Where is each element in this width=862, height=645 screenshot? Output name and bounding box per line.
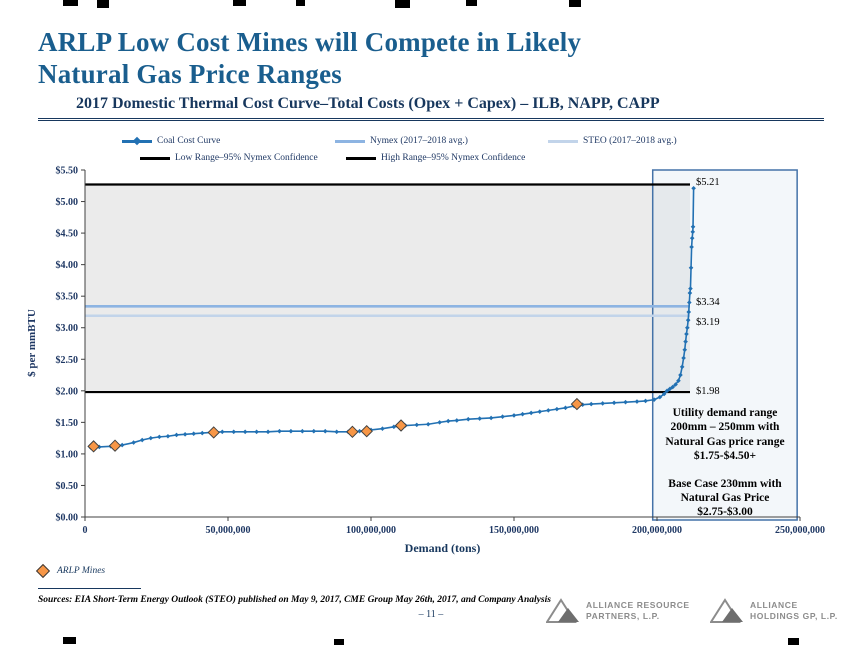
callout-peak-price: $5.21	[696, 177, 720, 188]
nymex-line-sample	[335, 137, 365, 146]
y-tick-label: $0.00	[56, 513, 79, 524]
low-range-line-sample	[140, 154, 170, 163]
y-axis-title: $ per mmBTU	[26, 309, 38, 377]
high-range-line-sample	[346, 154, 376, 163]
utility-demand-note: Utility demand range 200mm – 250mm with …	[654, 406, 796, 520]
arlp-mine-marker	[87, 440, 100, 453]
screen-artifact	[63, 637, 76, 644]
y-tick-label: $0.50	[56, 481, 79, 492]
chart-subtitle: 2017 Domestic Thermal Cost Curve–Total C…	[76, 95, 660, 112]
legend-item-steo: STEO (2017–2018 avg.)	[548, 136, 677, 146]
screen-artifact	[395, 0, 410, 8]
y-tick-label: $4.50	[56, 229, 79, 240]
x-tick-label: 150,000,000	[489, 525, 539, 536]
coal-cost-curve-line	[90, 188, 695, 449]
x-tick-label: 100,000,000	[346, 525, 396, 536]
slide-title-line1: ARLP Low Cost Mines will Compete in Like…	[38, 27, 582, 57]
arlp-mines-label: ARLP Mines	[57, 566, 106, 576]
footnote-divider	[38, 588, 141, 589]
arlp-mine-marker	[346, 425, 359, 439]
legend-item-low-range: Low Range–95% Nymex Confidence	[140, 153, 318, 163]
y-tick-label: $4.00	[56, 260, 79, 271]
utility-demand-range-text: Utility demand range 200mm – 250mm with …	[665, 407, 785, 463]
y-tick-label: $3.50	[56, 292, 79, 303]
x-tick-label: 250,000,000	[775, 525, 825, 536]
screen-artifact	[334, 639, 344, 645]
callout-steo-price: $3.19	[696, 317, 720, 328]
legend-item-nymex: Nymex (2017–2018 avg.)	[335, 136, 468, 146]
y-tick-label: $2.50	[56, 355, 79, 366]
logo-text: Alliance Holdings GP, L.P.	[750, 600, 838, 623]
page-number: – 11 –	[418, 609, 444, 620]
arlp-mines-legend: ARLP Mines	[35, 563, 106, 579]
legend-label: High Range–95% Nymex Confidence	[381, 153, 526, 163]
screen-artifact	[97, 0, 109, 8]
screen-artifact	[296, 0, 305, 6]
coal-cost-curve-markers	[88, 185, 696, 450]
logo-line2: Holdings GP, L.P.	[750, 611, 838, 621]
y-tick-label: $5.00	[56, 197, 79, 208]
nymex-confidence-band	[85, 184, 690, 393]
arlp-mine-marker	[207, 426, 220, 439]
y-tick-label: $1.50	[56, 418, 79, 429]
legend-item-high-range: High Range–95% Nymex Confidence	[346, 153, 525, 163]
legend-label: Nymex (2017–2018 avg.)	[370, 136, 468, 146]
sources-note: Sources: EIA Short-Term Energy Outlook (…	[38, 595, 551, 605]
y-tick-label: $5.50	[56, 166, 79, 177]
screen-artifact	[63, 0, 78, 6]
mountain-logo-icon	[546, 598, 579, 623]
y-tick-label: $2.00	[56, 386, 79, 397]
alliance-resource-partners-logo: Alliance Resource Partners, L.P.	[546, 598, 690, 624]
screen-artifact	[233, 0, 246, 6]
title-divider	[38, 118, 824, 121]
logo-line1: Alliance	[750, 599, 798, 610]
slide-title: ARLP Low Cost Mines will Compete in Like…	[38, 26, 581, 91]
y-tick-label: $3.00	[56, 323, 79, 334]
arlp-mine-marker	[570, 397, 584, 411]
slide-title-line2: Natural Gas Price Ranges	[38, 59, 343, 90]
callout-nymex-price: $3.34	[696, 297, 720, 308]
logo-line2: Partners, L.P.	[586, 611, 660, 621]
y-tick-label: $1.00	[56, 449, 79, 460]
coal-curve-line-sample	[122, 136, 152, 146]
x-axis-title: Demand (tons)	[404, 541, 481, 555]
alliance-holdings-logo: Alliance Holdings GP, L.P.	[710, 598, 838, 624]
base-case-text: Base Case 230mm with Natural Gas Price $…	[668, 477, 782, 519]
arlp-mines-marker	[35, 563, 51, 579]
legend-label: Low Range–95% Nymex Confidence	[175, 153, 318, 163]
screen-artifact	[788, 638, 799, 645]
x-tick-label: 0	[83, 525, 88, 536]
callout-low-range-price: $1.98	[696, 386, 720, 397]
x-tick-label: 50,000,000	[206, 525, 251, 536]
legend-label: STEO (2017–2018 avg.)	[583, 136, 677, 146]
screen-artifact	[569, 0, 581, 7]
legend-label: Coal Cost Curve	[157, 136, 221, 146]
x-tick-label: 200,000,000	[632, 525, 682, 536]
steo-line-sample	[548, 137, 578, 146]
mountain-logo-icon	[710, 598, 743, 623]
arlp-mine-marker	[394, 419, 408, 432]
logo-text: Alliance Resource Partners, L.P.	[586, 600, 690, 623]
arlp-mine-marker	[360, 424, 373, 438]
legend-item-coal-cost-curve: Coal Cost Curve	[122, 136, 220, 146]
logo-line1: Alliance Resource	[586, 599, 690, 610]
screen-artifact	[466, 0, 477, 6]
arlp-mine-marker	[108, 439, 122, 452]
